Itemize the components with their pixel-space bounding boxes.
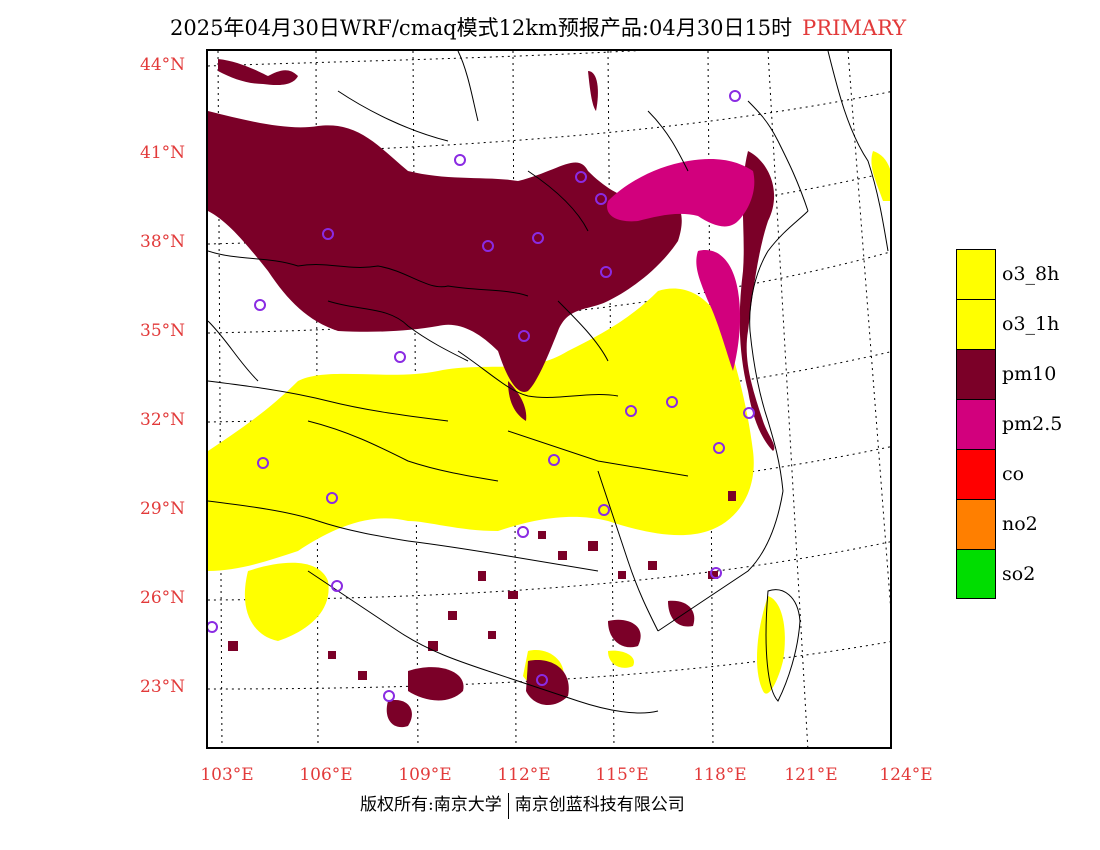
legend-item-so2: so2: [956, 549, 1062, 599]
pollutant-map: [206, 49, 892, 749]
copyright-right: 南京创蓝科技有限公司: [514, 795, 685, 815]
legend-label: no2: [1002, 513, 1038, 535]
legend-swatch: [956, 249, 996, 299]
lat-label-29: 29°N: [140, 499, 186, 519]
lon-label-121: 121°E: [784, 765, 838, 785]
legend-item-co: co: [956, 449, 1062, 499]
legend-label: pm2.5: [1002, 413, 1063, 435]
lon-label-109: 109°E: [398, 765, 452, 785]
legend-swatch: [956, 299, 996, 349]
copyright-left: 版权所有:南京大学: [360, 795, 502, 815]
lat-label-32: 32°N: [140, 410, 186, 430]
o3-region: [208, 151, 890, 694]
legend-item-o3-1h: o3_1h: [956, 299, 1062, 349]
lat-label-41: 41°N: [140, 143, 186, 163]
lat-label-26: 26°N: [140, 588, 186, 608]
legend-swatch: [956, 549, 996, 599]
legend-label: so2: [1002, 563, 1036, 585]
station-markers: [208, 90, 755, 702]
legend-item-pm25: pm2.5: [956, 399, 1062, 449]
pm25-region: [607, 159, 755, 371]
legend-label: o3_1h: [1002, 313, 1060, 335]
copyright-divider: [507, 792, 509, 819]
lon-label-118: 118°E: [693, 765, 747, 785]
legend-swatch: [956, 399, 996, 449]
lon-label-115: 115°E: [595, 765, 649, 785]
legend: o3_8h o3_1h pm10 pm2.5 co no2 so2: [956, 249, 1062, 599]
legend-label: co: [1002, 463, 1025, 485]
legend-item-pm10: pm10: [956, 349, 1062, 399]
lon-label-124: 124°E: [879, 765, 933, 785]
map-title: 2025年04月30日WRF/cmaq模式12km预报产品:04月30日15时 P…: [170, 12, 906, 42]
boundaries: [208, 51, 889, 714]
lon-label-106: 106°E: [299, 765, 353, 785]
legend-swatch: [956, 499, 996, 549]
copyright: 版权所有:南京大学 南京创蓝科技有限公司: [360, 790, 685, 819]
legend-label: o3_8h: [1002, 263, 1060, 285]
legend-swatch: [956, 349, 996, 399]
lon-label-103: 103°E: [200, 765, 254, 785]
pm10-region: [208, 59, 775, 728]
legend-label: pm10: [1002, 363, 1057, 385]
lat-label-38: 38°N: [140, 232, 186, 252]
lat-label-44: 44°N: [140, 55, 186, 75]
legend-item-no2: no2: [956, 499, 1062, 549]
legend-item-o3-8h: o3_8h: [956, 249, 1062, 299]
lat-label-23: 23°N: [140, 677, 186, 697]
lat-label-35: 35°N: [140, 321, 186, 341]
map-canvas: [208, 51, 890, 747]
lon-label-112: 112°E: [497, 765, 551, 785]
legend-swatch: [956, 449, 996, 499]
title-tag: PRIMARY: [802, 16, 907, 40]
title-main: 2025年04月30日WRF/cmaq模式12km预报产品:04月30日15时: [170, 16, 793, 40]
